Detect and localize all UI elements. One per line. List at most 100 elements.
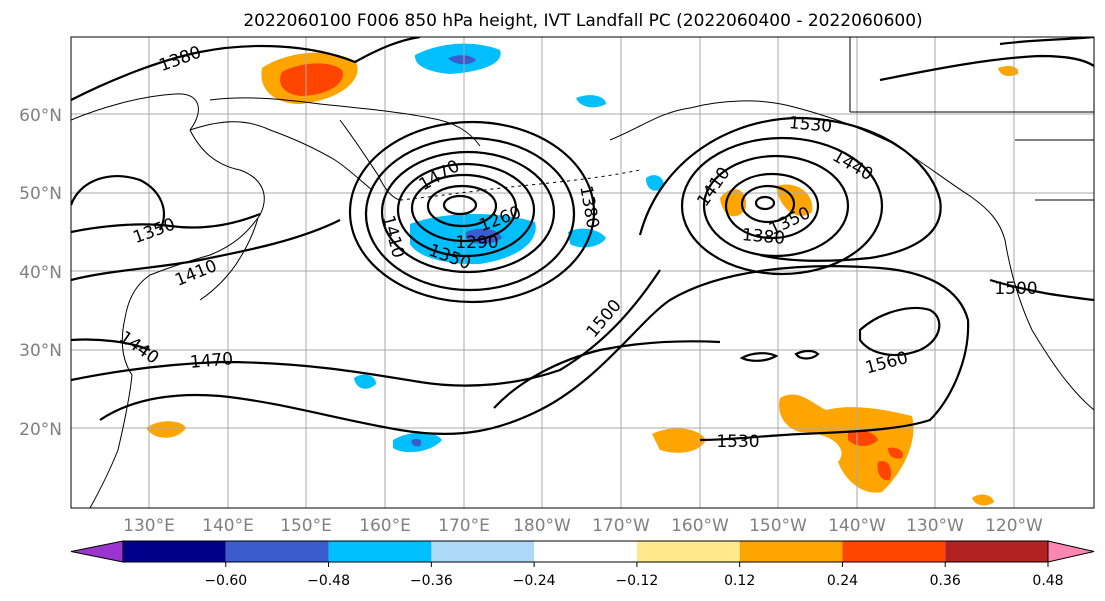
height-contour	[879, 54, 1094, 82]
ivt-positive-region	[972, 494, 994, 506]
latitude-labels: 60°N 50°N 40°N 30°N 20°N	[19, 106, 62, 440]
lon-label: 120°W	[985, 516, 1043, 536]
height-contour	[396, 162, 536, 258]
colorbar-swatch	[225, 541, 329, 562]
height-contour	[410, 173, 518, 243]
height-contour	[71, 269, 661, 387]
ivt-positive-region	[998, 66, 1019, 76]
colorbar-swatch	[431, 541, 535, 562]
contour-label: 1530	[716, 432, 759, 452]
lat-label: 40°N	[19, 263, 62, 283]
ivt-negative-region	[354, 374, 376, 389]
height-contour	[680, 136, 884, 276]
colorbar: −0.60 −0.48 −0.36 −0.24 −0.12 0.12 0.24 0.36 0.4…	[70, 540, 1095, 589]
colorbar-tick-label: −0.36	[410, 573, 453, 589]
ivt-negative-region	[411, 438, 422, 447]
height-contour	[858, 306, 941, 357]
coastline-alaska	[609, 100, 1006, 241]
longitude-labels: 130°E 140°E 150°E 160°E 170°E 180°W 170°…	[123, 516, 1043, 536]
colorbar-swatch	[945, 541, 1048, 562]
colorbar-tick-label: 0.48	[1032, 573, 1063, 589]
lon-label: 170°E	[438, 516, 490, 536]
canada-us-border	[849, 37, 1094, 201]
colorbar-extend-high	[1047, 540, 1095, 563]
lat-label: 50°N	[19, 184, 62, 204]
lon-label: 170°W	[592, 516, 650, 536]
height-contour	[794, 349, 820, 360]
colorbar-swatch	[328, 541, 432, 562]
height-contour	[348, 120, 596, 304]
height-contour	[702, 154, 850, 258]
colorbar-tick-label: −0.24	[513, 573, 556, 589]
lon-label: 160°E	[359, 516, 411, 536]
ivt-negative-region	[646, 175, 664, 191]
ivt-positive-region	[848, 430, 878, 446]
map-background	[71, 37, 1094, 508]
colorbar-swatch	[842, 541, 946, 562]
map-panel: 1380 1350 1410 1440 1470 1470 1290 1260 …	[70, 36, 1095, 509]
height-contour	[71, 219, 341, 282]
height-contour	[364, 136, 576, 292]
coastlines	[71, 37, 1094, 508]
colorbar-tick-label: 0.36	[930, 573, 961, 589]
height-contour	[71, 212, 261, 234]
height-contour	[442, 194, 478, 216]
ivt-positive-region	[146, 421, 186, 438]
coastline-north-america	[1004, 239, 1094, 411]
height-contour	[999, 37, 1094, 46]
colorbar-extend-low	[70, 540, 124, 563]
colorbar-tick-label: −0.48	[307, 573, 350, 589]
colorbar-swatch	[534, 541, 637, 562]
contour-label: 1470	[189, 349, 234, 373]
colorbar-swatch	[636, 541, 740, 562]
coastline-kamchatka	[339, 119, 401, 201]
map-title: 2022060100 F006 850 hPa height, IVT Land…	[243, 11, 922, 31]
coastline-okhotsk	[189, 121, 373, 191]
height-contour	[740, 184, 796, 224]
ivt-positive-region	[280, 63, 343, 96]
colorbar-swatch	[123, 541, 226, 562]
ivt-positive-region	[877, 460, 892, 481]
ivt-positive-region	[888, 447, 904, 459]
colorbar-tick-label: 0.12	[724, 573, 755, 589]
lon-label: 180°W	[513, 516, 571, 536]
ivt-positive-region	[652, 428, 706, 453]
height-contour	[71, 338, 151, 352]
lat-label: 60°N	[19, 106, 62, 126]
lon-label: 150°E	[280, 516, 332, 536]
height-contour	[380, 150, 556, 274]
lon-label: 130°E	[123, 516, 175, 536]
lon-label: 130°W	[906, 516, 964, 536]
height-contours	[71, 37, 1094, 442]
coastline-japan	[199, 217, 259, 301]
height-contour	[71, 37, 421, 101]
height-contour	[724, 172, 820, 240]
colorbar-frame	[122, 540, 1049, 563]
height-contour	[638, 116, 942, 262]
aleutian-chain	[399, 169, 641, 201]
height-contour	[754, 195, 776, 211]
ivt-negative-region	[568, 228, 606, 248]
height-contour	[426, 184, 498, 228]
height-contour	[493, 340, 721, 409]
map-frame	[70, 36, 1095, 509]
colorbar-tick-label: −0.60	[204, 573, 247, 589]
coastline-siberia	[209, 97, 481, 147]
height-contour	[739, 352, 779, 362]
graticule	[71, 37, 1094, 508]
contour-label: 1290	[455, 233, 498, 253]
ivt-negative-region	[576, 95, 606, 108]
ivt-negative-region	[448, 55, 476, 65]
colorbar-swatch	[739, 541, 843, 562]
lat-label: 30°N	[19, 341, 62, 361]
ivt-fill-layer	[146, 43, 1019, 506]
height-contour	[71, 175, 165, 231]
colorbar-tick-label: 0.24	[827, 573, 858, 589]
height-contour	[99, 265, 970, 442]
lon-label: 140°W	[828, 516, 886, 536]
contour-label: 1530	[788, 113, 833, 137]
lat-label: 20°N	[19, 420, 62, 440]
contour-label: 1380	[741, 225, 786, 249]
contour-label: 1500	[994, 279, 1037, 299]
